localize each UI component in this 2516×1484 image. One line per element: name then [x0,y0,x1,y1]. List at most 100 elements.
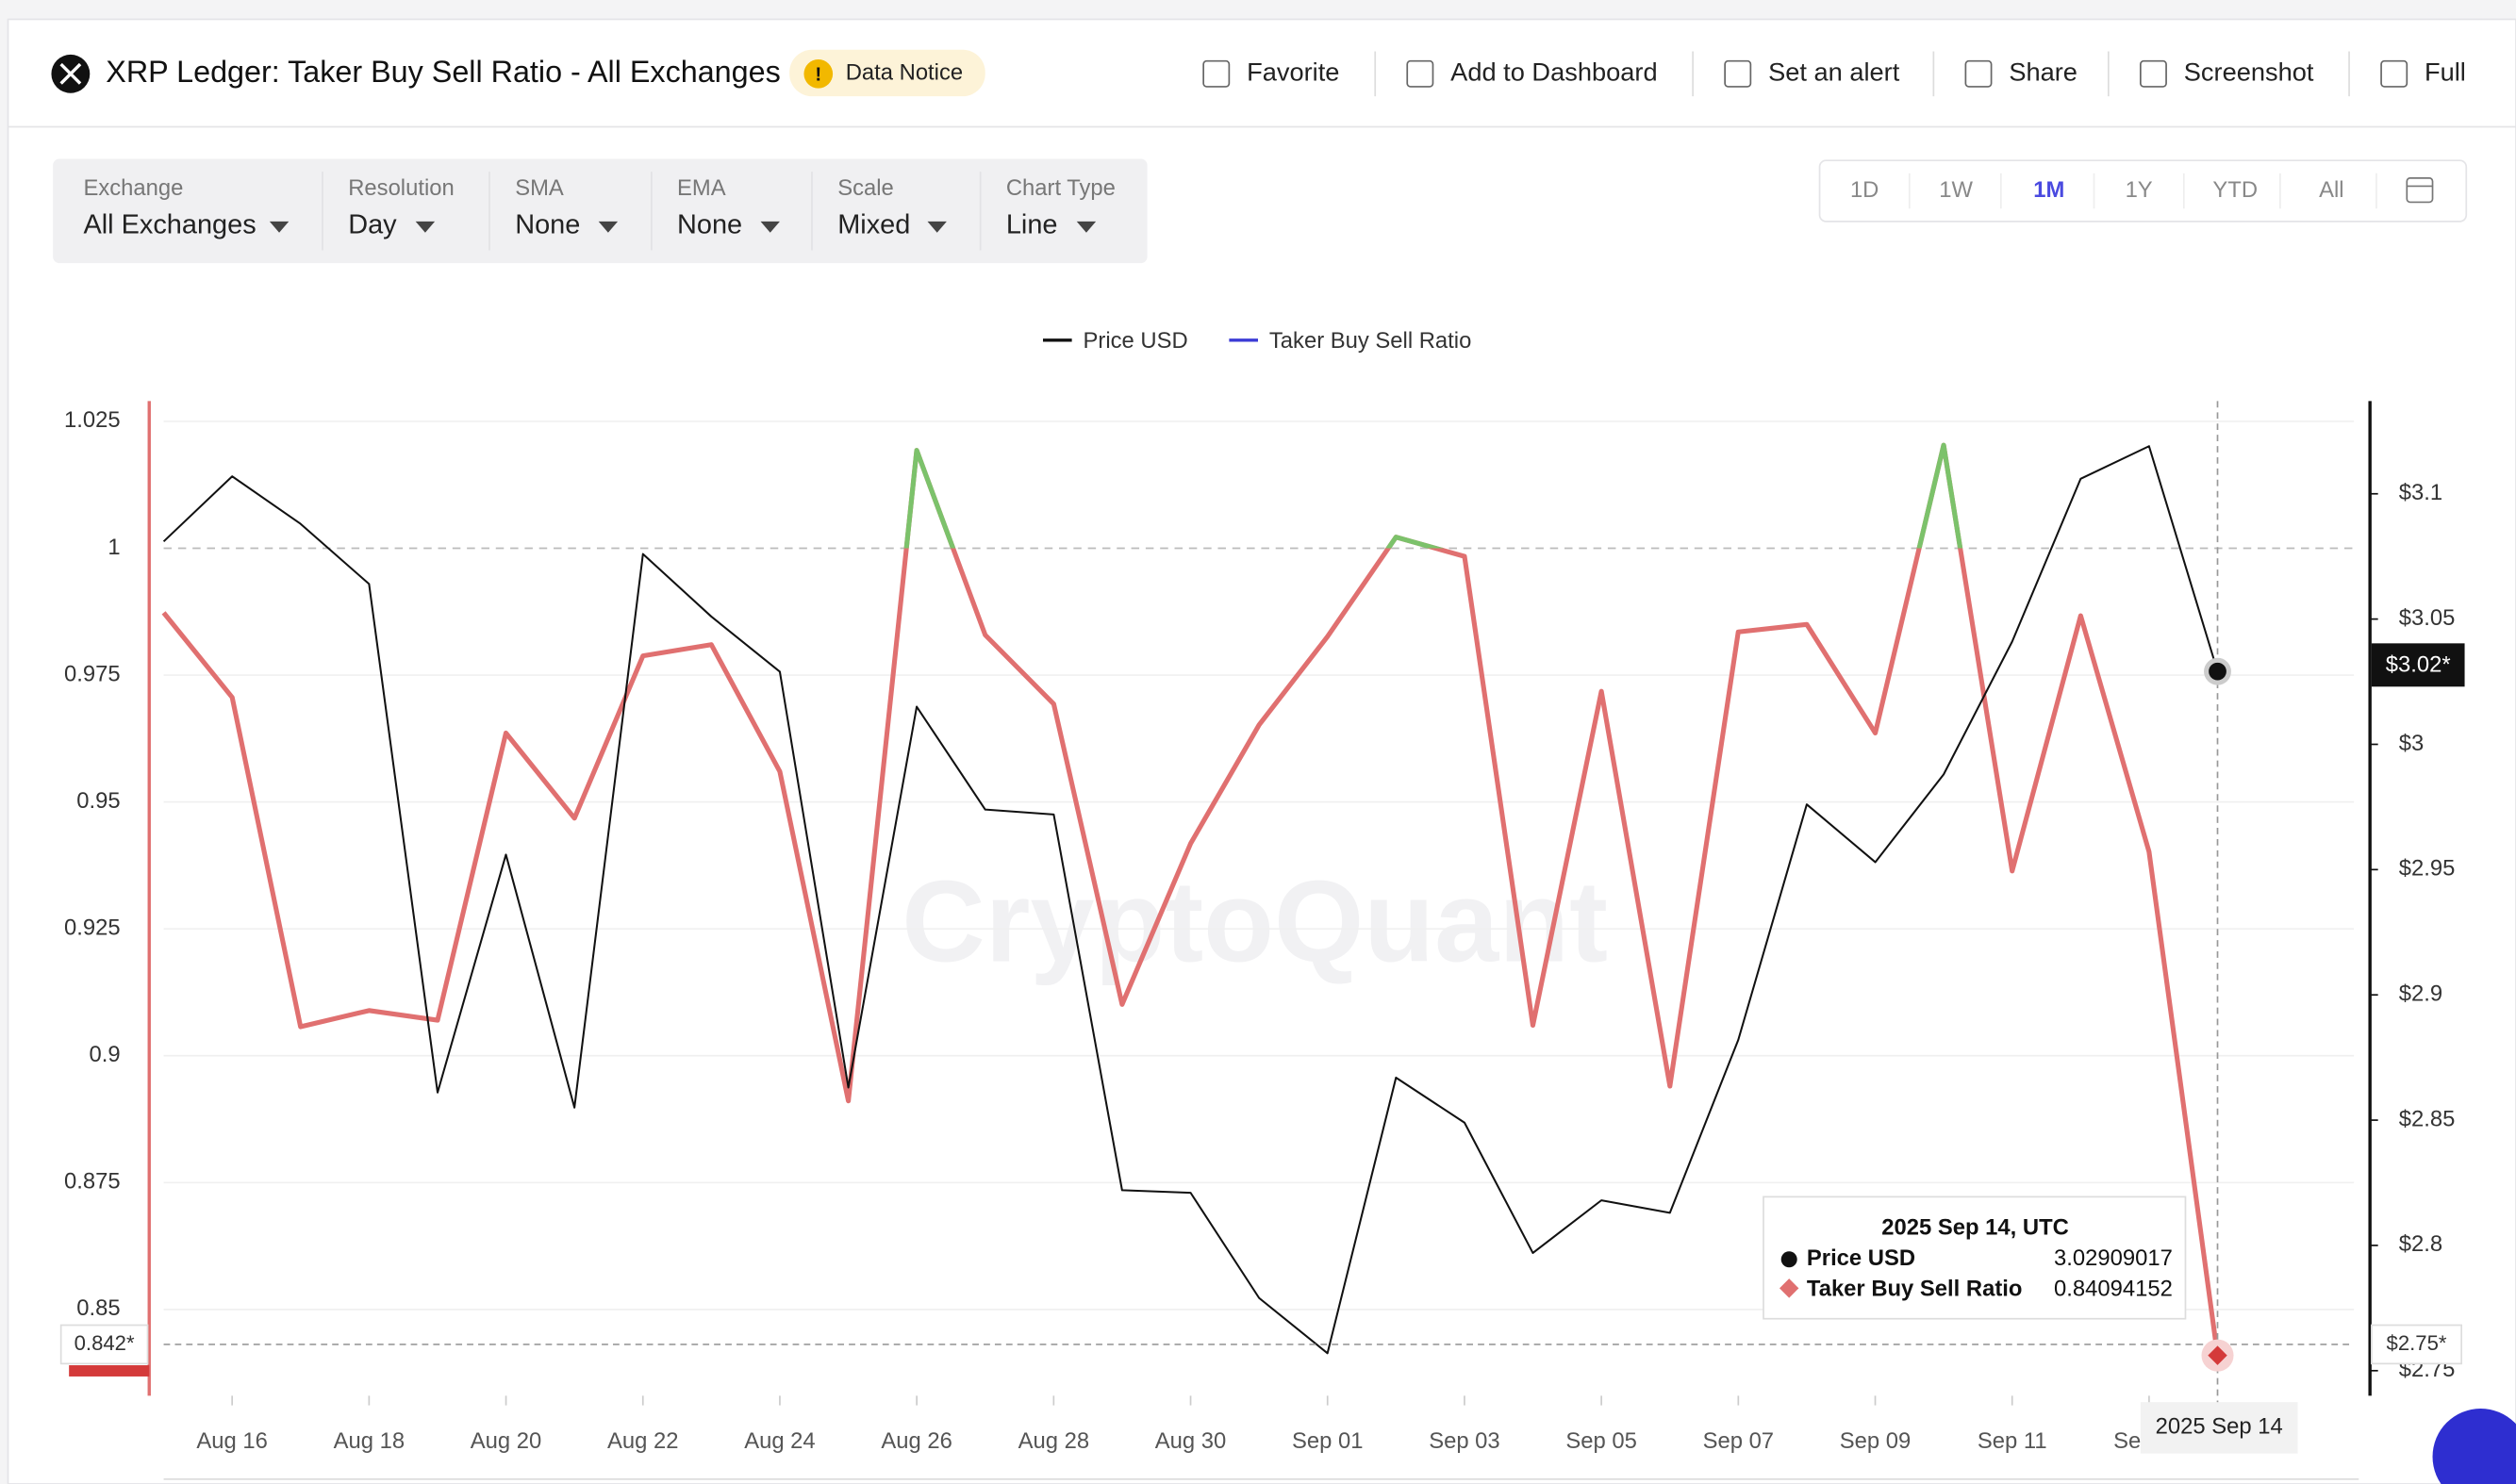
tooltip-price-marker [1780,1251,1797,1268]
notice-icon-mark: ! [815,64,821,85]
control-label: Resolution [348,175,455,201]
notice-text[interactable]: Data Notice [846,60,963,86]
tooltip-ratio-marker [1779,1278,1799,1298]
action-button[interactable]: Full [2380,58,2466,88]
y2-tick-label: $3.1 [2399,480,2442,505]
control-label: Scale [837,175,894,201]
action-button[interactable]: Set an alert [1724,58,1900,88]
x-tick-label: Aug 18 [334,1428,405,1454]
range-option[interactable]: YTD [2212,177,2258,203]
notice-icon [803,58,834,89]
tooltip-value: 0.84094152 [2054,1276,2173,1301]
notice-badge[interactable] [789,49,985,97]
action-label: Share [2009,58,2077,87]
ratio-line [161,442,2221,1357]
control-dropdown[interactable]: EMA None [677,175,780,240]
price-line [162,445,2219,1355]
x-tick-label: Sep 01 [1292,1428,1363,1454]
tooltip-title: 2025 Sep 14, UTC [1881,1215,2069,1241]
control-label: Chart Type [1006,175,1116,201]
action-label: Full [2425,58,2466,87]
y2-tick-label: $2.8 [2399,1231,2442,1257]
y-crosshair-label: 0.842* [74,1331,135,1355]
actions: Favorite Add to Dashboard Set an alert Shar… [1202,51,2466,97]
control-dropdown[interactable]: Resolution Day [348,175,455,239]
dropdown-arrow [415,221,436,233]
x-tick-label: Aug 16 [196,1428,267,1454]
controls: Exchange All Exchanges Resolution Day SMA Non… [83,172,1116,251]
watermark: CryptoQuant [902,856,1608,985]
price-tag-label: $3.02* [2386,651,2451,677]
control-value: None [515,210,580,240]
action-button[interactable]: Favorite [1202,58,1339,88]
page-title: XRP Ledger: Taker Buy Sell Ratio - All E… [106,55,780,89]
control-value: None [677,210,742,240]
price-point [2204,657,2231,685]
chart: CryptoQuant 0.85 0.875 0.9 0.925 0.95 0.975 1 1.… [59,328,2465,1454]
dropdown-arrow [598,221,619,233]
tooltip-series-name: Taker Buy Sell Ratio [1807,1276,2022,1301]
action-label: Screenshot [2184,58,2314,87]
calendar-icon[interactable] [2406,177,2434,204]
y2-crosshair-label: $2.75* [2387,1331,2447,1355]
action-label: Favorite [1247,58,1339,87]
action-button[interactable]: Screenshot [2139,58,2314,88]
control-dropdown[interactable]: Chart Type Line [1006,175,1116,239]
control-dropdown[interactable]: Exchange All Exchanges [83,175,290,240]
price-tag [2371,643,2465,687]
control-label: SMA [515,175,564,201]
dropdown-arrow [269,221,290,233]
control-dropdown[interactable]: SMA None [515,175,619,240]
y2-tick-label: $2.85 [2399,1106,2456,1131]
controls-bar [53,158,1148,264]
x-tick-label: Sep 05 [1565,1428,1636,1454]
range-option[interactable]: 1D [1850,177,1879,203]
range-option[interactable]: 1M [2033,177,2064,203]
legend-label: Taker Buy Sell Ratio [1269,328,1471,354]
control-value: Line [1006,210,1058,240]
calendar-body [2406,177,2434,204]
x-tick-label: Aug 28 [1018,1428,1089,1454]
y2-tick-label: $3 [2399,731,2425,756]
dropdown-arrow [1076,221,1097,233]
action-icon [1406,59,1434,88]
tooltip [1763,1195,2187,1320]
y-tick-label: 0.975 [64,661,121,686]
x-tick-label: Aug 24 [744,1428,815,1454]
y-tick-label: 1.025 [64,407,121,433]
action-icon [1964,59,1993,88]
range-option[interactable]: 1Y [2126,177,2153,203]
control-dropdown[interactable]: Scale Mixed [837,175,947,240]
action-icon [2139,59,2167,88]
dropdown-arrow [927,221,947,233]
y-tick-label: 1 [108,535,120,560]
y-crosshair-bar [69,1365,150,1377]
action-button[interactable]: Share [1964,58,2077,88]
control-value: Mixed [837,210,910,240]
x-tick-label: Sep 03 [1429,1428,1499,1454]
dropdown-arrow [760,221,780,233]
action-icon [1724,59,1752,88]
x-tick-label: Sep 07 [1703,1428,1774,1454]
x-tick-label: Sep 09 [1840,1428,1911,1454]
action-label: Set an alert [1768,58,1900,87]
y2-tick-label: $3.05 [2399,605,2456,631]
y-tick-label: 0.9 [90,1042,121,1067]
range-option[interactable]: 1W [1939,177,1973,203]
y-tick-label: 0.85 [76,1295,120,1321]
action-button[interactable]: Add to Dashboard [1406,58,1658,88]
y2-crosshair-tag [2371,1324,2462,1365]
control-label: EMA [677,175,726,201]
y-crosshair-tag [59,1324,149,1365]
xrp-logo-mark [59,62,82,85]
x-tick-label: Aug 22 [607,1428,678,1454]
range-bar [1818,159,2468,223]
x-crosshair-label: 2025 Sep 14 [2156,1414,2283,1440]
action-icon [2380,59,2408,88]
tooltip-series-name: Price USD [1807,1245,1915,1271]
range-option[interactable]: All [2319,177,2343,203]
control-label: Exchange [83,175,183,201]
ranges: 1D 1W 1M 1Y YTD All [1850,173,2377,209]
chat-button[interactable] [2432,1409,2516,1484]
y-tick-label: 0.95 [76,788,120,814]
